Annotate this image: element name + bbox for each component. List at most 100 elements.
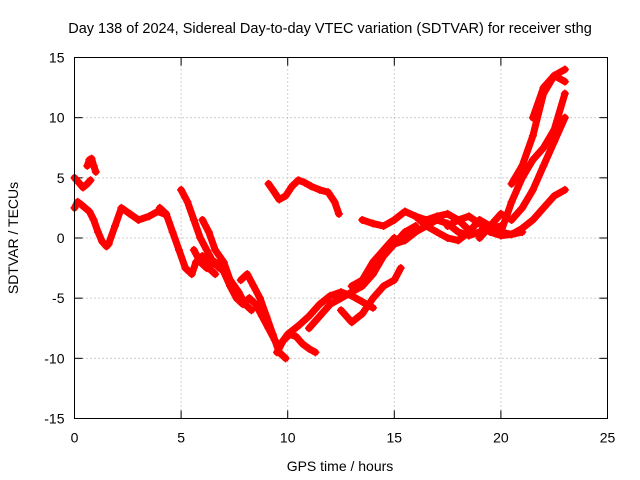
data-point [211,270,220,279]
data-point [211,246,220,255]
data-point [368,270,377,279]
data-point [281,354,290,363]
y-tick-label: -15 [44,411,64,427]
data-point [89,215,98,224]
data-point [390,240,399,249]
data-point [334,209,343,218]
y-tick-label: -5 [52,290,65,306]
data-point [74,178,83,187]
data-point [443,234,452,242]
data-point [507,230,516,239]
data-point [281,191,290,200]
data-point [315,185,324,194]
data-point [315,312,324,321]
data-point [518,173,527,182]
data-point [330,197,339,206]
data-point [145,212,154,221]
data-point [507,197,516,206]
data-point [528,215,537,224]
data-point [305,344,314,353]
data-point [104,240,113,249]
data-point [196,258,205,267]
data-point [550,71,559,80]
data-point [243,270,252,279]
series-trace-24 [528,71,569,122]
data-point [368,258,377,267]
series-line [156,204,219,278]
series-line [265,176,343,218]
data-point [560,185,569,194]
data-point [528,113,537,122]
data-point [241,300,250,309]
plot-frame [74,57,608,419]
series-trace-21 [475,113,569,242]
data-point [249,282,258,291]
series-line [529,72,569,122]
y-tick-label: 0 [57,230,65,246]
series-trace-16 [347,234,399,291]
data-point [324,188,333,197]
data-point [305,324,314,333]
data-point [258,312,267,321]
data-point [550,137,559,146]
data-point [454,227,463,236]
data-point [486,221,495,230]
data-point [539,143,548,152]
data-point [475,219,484,228]
data-point [300,178,309,187]
series-trace-22 [496,89,569,236]
x-tick-label: 15 [387,430,403,446]
data-point [177,185,186,194]
data-point [400,236,409,245]
data-point [358,276,367,285]
data-point [358,297,367,306]
data-point [326,300,335,309]
data-point [98,237,107,246]
data-point [298,339,307,348]
data-point [400,227,409,236]
data-point [86,176,95,185]
data-point [396,264,405,273]
data-point [283,330,292,339]
data-point [475,234,484,242]
data-point [174,246,183,255]
data-point [347,318,356,327]
data-point [91,167,100,176]
y-tick-label: -10 [44,350,64,366]
data-point [273,348,282,357]
data-point [379,246,388,255]
data-point [125,209,134,218]
data-point [560,89,569,98]
data-point [528,131,537,140]
data-point [183,197,192,206]
data-point [294,176,303,185]
x-tick-label: 10 [280,430,296,446]
data-point [89,161,98,170]
data-point [287,182,296,191]
data-point [518,224,527,233]
series-trace-13 [275,288,377,351]
data-point [196,234,205,242]
data-point [268,185,277,194]
series-trace-11 [264,176,343,218]
data-point [307,182,316,191]
data-point [358,309,367,318]
data-point [464,227,473,236]
data-point [76,200,85,209]
data-point [155,203,164,212]
x-tick-label: 5 [177,430,185,446]
data-point [255,294,264,303]
data-point [251,300,260,309]
data-point [539,83,548,92]
series-line [105,204,168,248]
data-point [134,215,143,224]
x-axis-label: GPS time / hours [287,458,394,474]
data-point [550,191,559,200]
data-point [411,212,420,221]
series-trace-8 [198,215,256,315]
data-point [368,219,377,228]
data-point [292,332,301,341]
data-point [219,258,228,267]
x-tick-label: 25 [600,430,616,446]
